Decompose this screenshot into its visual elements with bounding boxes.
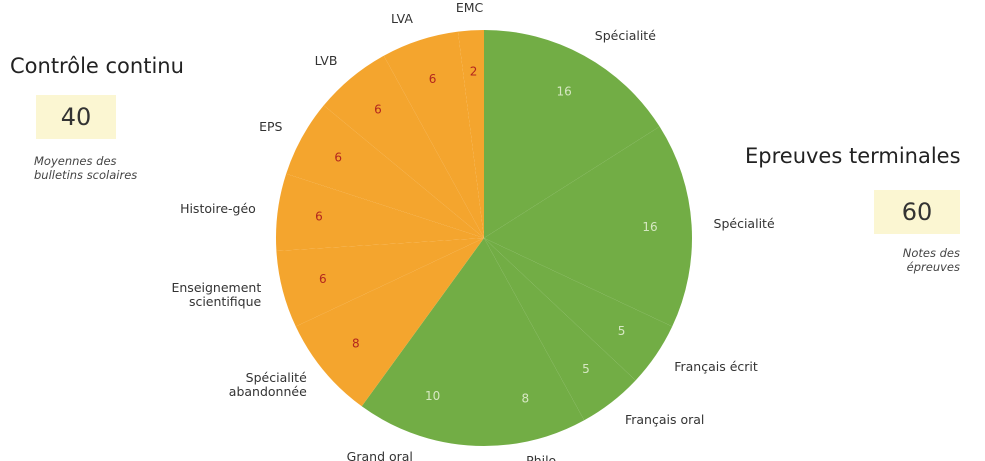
value-label: 2 xyxy=(470,64,478,78)
pie-slice xyxy=(484,238,673,381)
category-label: EMC xyxy=(455,0,484,16)
pie-slice xyxy=(457,30,484,238)
category-label: LVB xyxy=(314,52,338,68)
group-title: Epreuves terminales xyxy=(745,144,961,168)
pie-slice xyxy=(383,31,484,239)
value-label: 6 xyxy=(319,272,327,286)
category-label: Français écrit xyxy=(674,359,758,375)
value-label: 16 xyxy=(557,85,572,99)
pie-slice xyxy=(361,238,484,446)
category-label: Grand oral xyxy=(346,448,413,461)
pie-slice xyxy=(286,105,484,239)
category-label: Spécialité abandonnée xyxy=(228,369,307,399)
group-note: Moyennes des bulletins scolaires xyxy=(34,154,138,182)
category-label: LVA xyxy=(391,11,413,27)
pie-slice xyxy=(484,126,692,327)
value-label: 10 xyxy=(425,389,440,403)
category-label: Spécialité xyxy=(594,28,656,44)
category-label: Philo xyxy=(526,452,557,461)
pie-slice xyxy=(323,55,484,238)
value-label: 6 xyxy=(315,210,323,224)
category-label: Enseignement scientifique xyxy=(171,280,262,310)
category-label: Spécialité xyxy=(713,215,775,231)
pie-slice xyxy=(276,238,484,327)
pie-slice xyxy=(484,238,585,446)
value-label: 16 xyxy=(642,220,657,234)
value-label: 6 xyxy=(334,150,342,164)
group-title: Contrôle continu xyxy=(10,54,184,78)
category-label: Français oral xyxy=(624,411,705,427)
pie-slice xyxy=(484,238,636,421)
pie-slice xyxy=(484,30,660,238)
value-label: 5 xyxy=(582,362,590,376)
value-label: 8 xyxy=(352,337,360,351)
group-note: Notes des épreuves xyxy=(902,246,960,274)
category-label: Histoire-géo xyxy=(180,201,256,217)
group-total: 60 xyxy=(874,190,960,234)
value-label: 5 xyxy=(618,324,626,338)
value-label: 6 xyxy=(429,72,437,86)
pie-slice xyxy=(276,173,484,252)
pie-slice xyxy=(295,238,484,407)
category-label: EPS xyxy=(259,119,283,135)
value-label: 8 xyxy=(522,392,530,406)
group-total: 40 xyxy=(36,95,116,139)
value-label: 6 xyxy=(374,102,382,116)
